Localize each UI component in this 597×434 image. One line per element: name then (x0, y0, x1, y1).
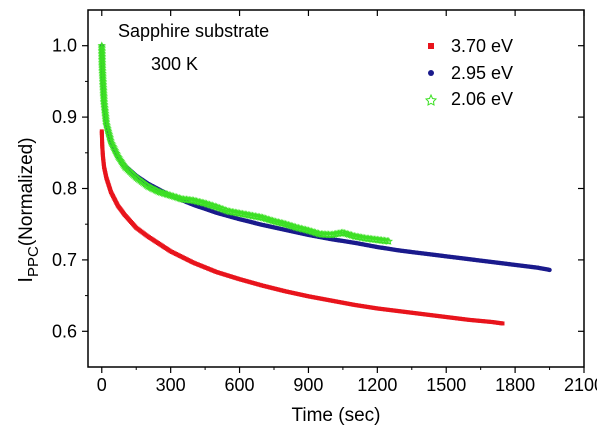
legend-marker-2-95-ev (428, 70, 434, 76)
legend-label-3-70-ev: 3.70 eV (451, 36, 513, 56)
x-tick-label: 300 (156, 375, 186, 395)
y-tick-label: 0.9 (52, 107, 77, 127)
legend-label-2-06-ev: 2.06 eV (451, 89, 513, 109)
legend-item-2-95-ev: 2.95 eV (428, 63, 513, 83)
series-layer (97, 41, 552, 326)
y-axis-title-rest: (Normalized) (16, 137, 37, 246)
legend: 3.70 eV 2.95 eV 2.06 eV (424, 36, 513, 109)
x-tick-label: 900 (293, 375, 323, 395)
x-tick-label: 600 (225, 375, 255, 395)
x-axis-title: Time (sec) (291, 405, 380, 426)
y-tick-label: 0.7 (52, 250, 77, 270)
data-point (500, 321, 505, 326)
annotations: Sapphire substrate 300 K (118, 21, 269, 74)
axis-titles: Time (sec) IPPC(Normalized) (15, 137, 381, 426)
y-tick-label: 1.0 (52, 36, 77, 56)
y-tick-label: 0.8 (52, 179, 77, 199)
x-tick-label: 0 (97, 375, 107, 395)
legend-label-2-95-ev: 2.95 eV (451, 63, 513, 83)
y-axis: 0.6 0.7 0.8 0.9 1.0 (52, 36, 584, 341)
y-axis-title-main: I (15, 277, 37, 283)
data-point (547, 267, 552, 273)
y-axis-title-sub: PPC (25, 246, 42, 277)
legend-marker-2-06-ev (424, 93, 438, 106)
x-tick-label: 1500 (426, 375, 466, 395)
annotation-temperature: 300 K (151, 54, 198, 74)
legend-item-3-70-ev: 3.70 eV (428, 36, 513, 56)
legend-item-2-06-ev: 2.06 eV (424, 89, 513, 109)
x-tick-label: 1200 (357, 375, 397, 395)
y-tick-label: 0.6 (52, 321, 77, 341)
series-3-70-ev (99, 129, 505, 326)
annotation-substrate: Sapphire substrate (118, 21, 269, 41)
y-axis-title: IPPC(Normalized) (15, 137, 42, 282)
legend-marker-3-70-ev (428, 43, 434, 49)
data-point (384, 236, 394, 245)
series-2-06-ev (97, 41, 394, 245)
x-tick-label: 1800 (495, 375, 535, 395)
